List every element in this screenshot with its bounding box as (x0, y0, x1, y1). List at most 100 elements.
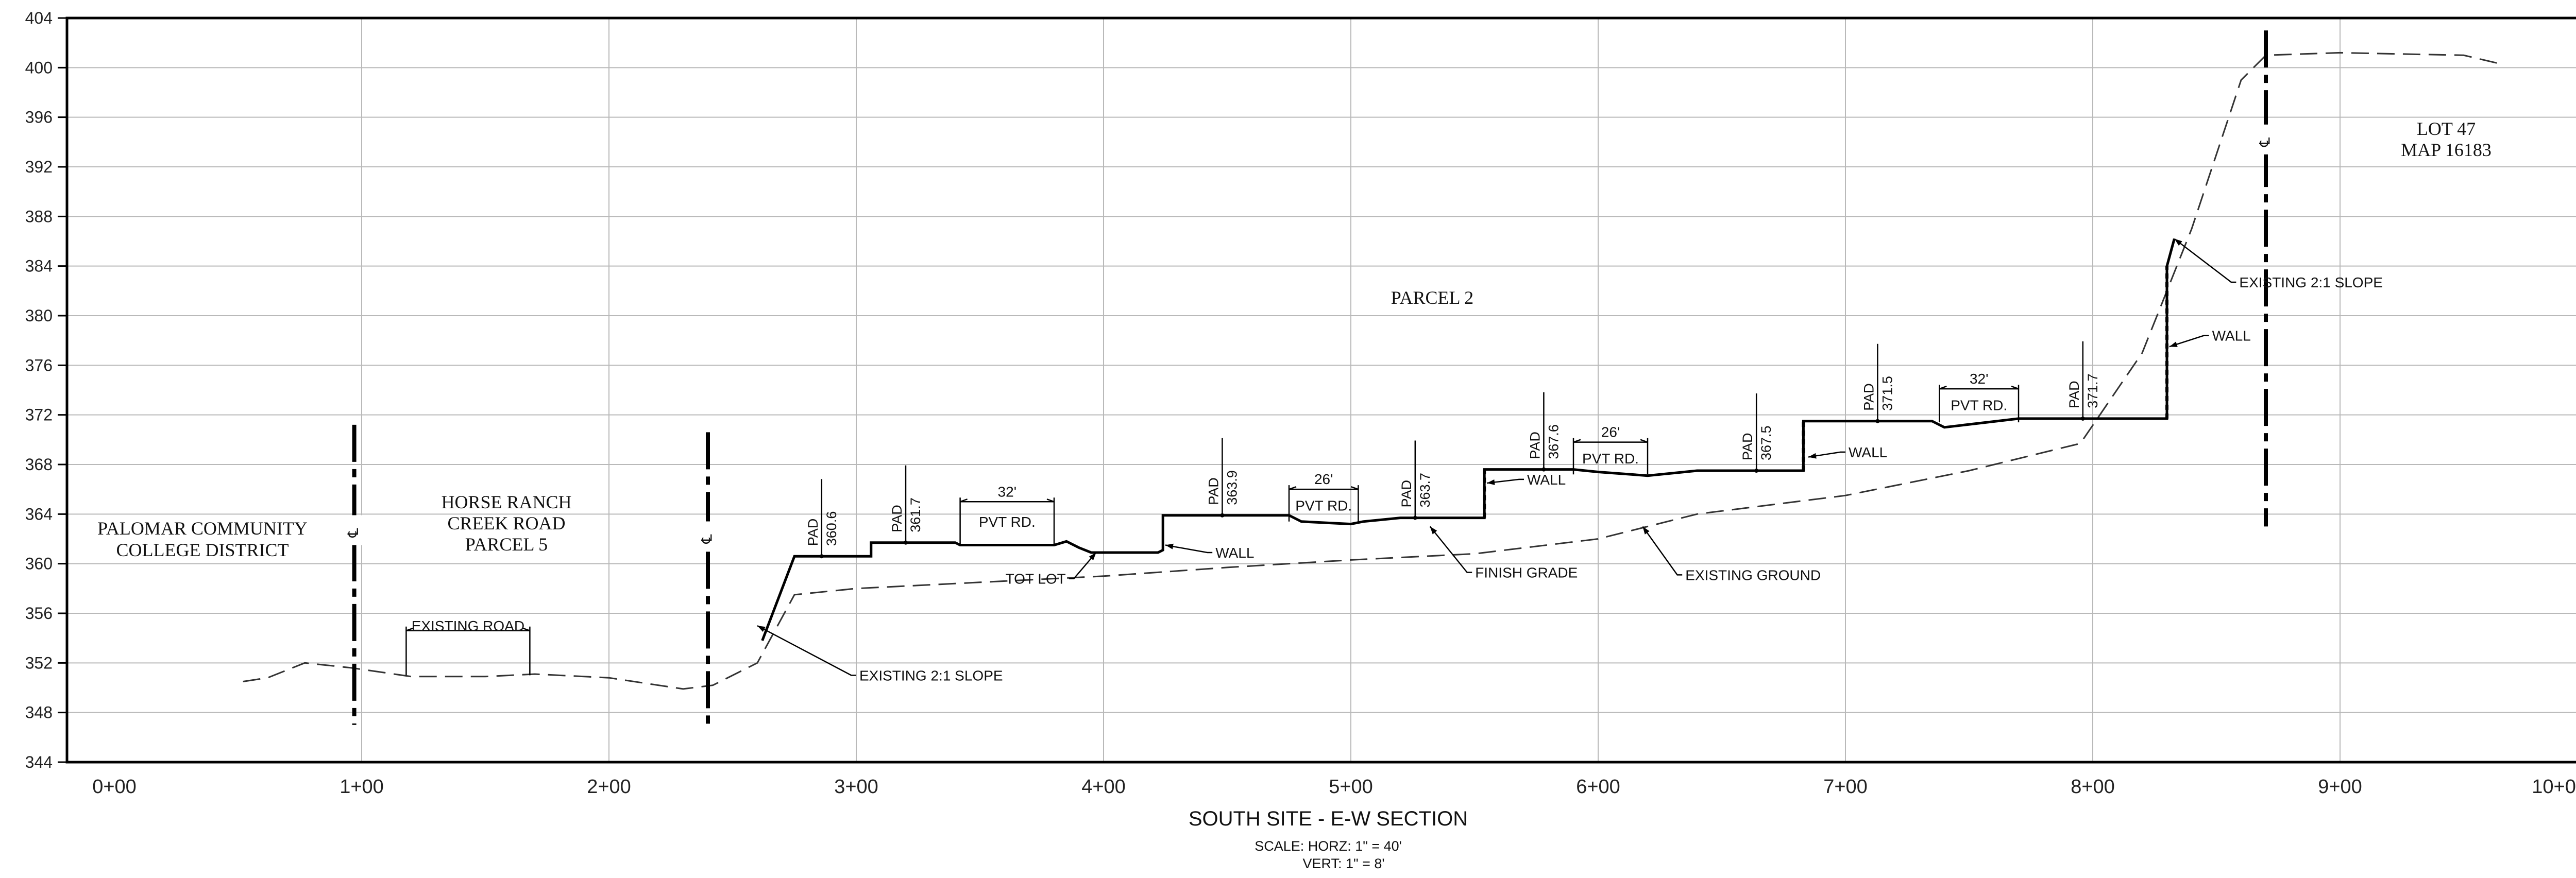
callout-label: WALL (1849, 444, 1887, 460)
callout-leader (757, 625, 856, 676)
pad-point (819, 554, 824, 559)
lot-47-label-line1: LOT 47 (2417, 118, 2476, 139)
callout-leader (2169, 335, 2209, 348)
callout-arrowhead (1089, 552, 1096, 560)
pad-point (2080, 416, 2085, 421)
callout-leaders: EXISTING 2:1 SLOPE TOT LOT WALL FINISH GRAD… (757, 238, 2383, 683)
centerline-label-bg (700, 521, 716, 552)
dimension-text: PVT RD. (1951, 397, 2007, 413)
callout-arrowhead (2169, 341, 2178, 347)
y-tick-label-left: 348 (25, 703, 53, 722)
dimension-text: EXISTING ROAD (412, 618, 524, 634)
centerlines: ℄ ℄ ℄ (345, 30, 2274, 725)
dimension-arrow-left (960, 498, 968, 503)
x-tick-label: 3+00 (834, 776, 878, 798)
horse-ranch-label-line2: CREEK ROAD (447, 513, 565, 533)
axis-tick-labels: 3443443483483523523563563603603643643683… (25, 9, 2576, 798)
callout-leader (1642, 526, 1683, 576)
dimension-arrow-left (1939, 385, 1947, 390)
scale-horizontal: SCALE: HORZ: 1" = 40' (1255, 838, 1402, 854)
centerline-symbol: ℄ (2257, 137, 2273, 147)
callout-label: WALL (1527, 472, 1566, 488)
region-labels: PALOMAR COMMUNITY COLLEGE DISTRICT HORSE… (97, 118, 2492, 560)
dimension-text: PVT RD. (979, 514, 1036, 530)
pad-elevation: 363.9 (1224, 470, 1240, 505)
y-tick-label-left: 388 (25, 207, 53, 226)
y-tick-label-left: 400 (25, 58, 53, 77)
pad-elevation: 361.7 (908, 497, 923, 532)
palomar-label-line2: COLLEGE DISTRICT (116, 540, 289, 560)
grid-lines (67, 18, 2576, 762)
y-tick-label-left: 368 (25, 455, 53, 474)
dimension-value: 26' (1314, 471, 1333, 487)
scale-vertical: VERT: 1" = 8' (1302, 856, 1384, 871)
dimension-value: 26' (1601, 424, 1620, 440)
dimension-text: PVT RD. (1582, 451, 1639, 467)
drawing-frame (65, 16, 2576, 764)
finish-grade-line (761, 238, 2176, 641)
horse-ranch-label-line3: PARCEL 5 (465, 534, 548, 555)
y-tick-label-left: 356 (25, 604, 53, 623)
dimension-arrow-right (1350, 486, 1359, 490)
pad-point (1754, 469, 1759, 473)
dimension-value: 32' (998, 484, 1017, 500)
y-tick-label-left: 352 (25, 653, 53, 672)
pad-label: PAD (2066, 381, 2082, 408)
callout-label: WALL (2212, 328, 2251, 344)
finish-grade-profile (761, 238, 2176, 641)
y-tick-label-left: 396 (25, 108, 53, 127)
y-tick-label-left: 376 (25, 356, 53, 374)
dimension-text: PVT RD. (1295, 497, 1352, 513)
x-tick-label: 1+00 (340, 776, 384, 798)
callout-label: EXISTING GROUND (1685, 567, 1821, 583)
pad-label: PAD (805, 519, 821, 546)
pad-elevation: 371.5 (1879, 376, 1895, 411)
horse-ranch-label-line1: HORSE RANCH (441, 492, 571, 512)
dimension-arrow-right (2011, 385, 2019, 390)
callout-leader (1486, 478, 1524, 484)
callout-leader (1429, 526, 1472, 573)
pad-label: PAD (1861, 383, 1876, 411)
x-tick-label: 0+00 (92, 776, 137, 798)
pad-point (1875, 419, 1880, 423)
callout-arrowhead (1165, 543, 1174, 549)
x-tick-label: 8+00 (2071, 776, 2115, 798)
pad-elevation: 360.6 (824, 511, 839, 546)
pad-point (1220, 513, 1225, 518)
parcel-2-label: PARCEL 2 (1391, 287, 1473, 308)
callout-label: EXISTING 2:1 SLOPE (859, 667, 1003, 683)
y-tick-label-left: 344 (25, 753, 53, 771)
lot-47-label-line2: MAP 16183 (2401, 140, 2492, 160)
x-tick-label: 7+00 (1823, 776, 1868, 798)
dimension-value: 32' (1970, 371, 1989, 387)
callout-label: EXISTING 2:1 SLOPE (2239, 274, 2383, 290)
callout-leader (1069, 552, 1097, 579)
x-tick-label: 10+00 (2532, 776, 2576, 798)
dimension-arrow-right (1046, 498, 1055, 503)
x-tick-label: 6+00 (1576, 776, 1620, 798)
x-tick-label: 2+00 (587, 776, 631, 798)
callout-leader (2174, 238, 2236, 283)
existing-ground-profile (243, 51, 2501, 690)
pad-label: PAD (889, 505, 905, 532)
dimension-labels: 32' PVT RD. 26' PVT RD. 26' PVT RD. 32' PVT RD.… (405, 371, 2020, 676)
callout-arrowhead (757, 626, 766, 632)
palomar-label-line1: PALOMAR COMMUNITY (97, 518, 308, 539)
dimension-arrow-right (522, 627, 530, 631)
pad-point (1541, 467, 1546, 472)
callout-label: FINISH GRADE (1475, 565, 1578, 581)
dimension-arrow-left (405, 627, 414, 631)
dimension-arrow-left (1289, 486, 1297, 490)
y-tick-label-left: 380 (25, 306, 53, 325)
pad-label: PAD (1527, 432, 1543, 459)
pad-label: PAD (1399, 480, 1414, 508)
section-title: SOUTH SITE - E-W SECTION (1189, 807, 1468, 830)
callout-label: WALL (1215, 545, 1254, 561)
callout-leader (1808, 451, 1845, 458)
callout-arrowhead (1487, 479, 1495, 485)
y-tick-label-left: 384 (25, 257, 53, 276)
y-tick-label-left: 360 (25, 555, 53, 573)
